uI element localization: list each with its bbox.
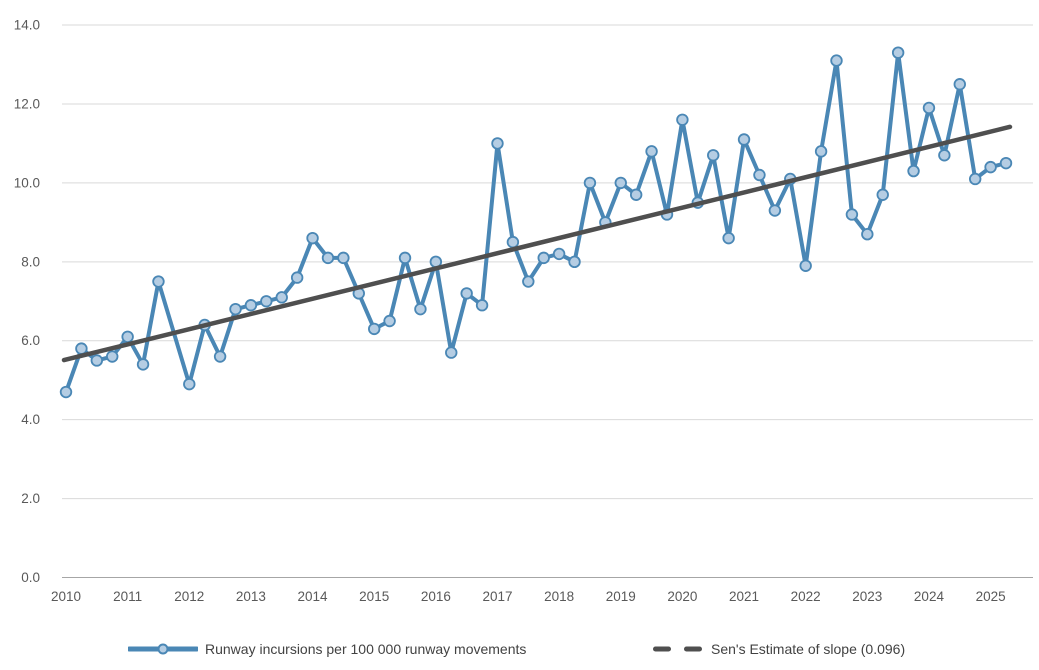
data-point-marker bbox=[152, 275, 165, 288]
data-point-marker bbox=[861, 227, 874, 241]
dashed-line-swatch-icon bbox=[653, 646, 702, 652]
data-point-marker bbox=[106, 350, 119, 363]
data-point-marker bbox=[938, 149, 951, 162]
data-point-marker bbox=[445, 346, 458, 359]
data-point-marker bbox=[814, 145, 828, 158]
data-point-marker bbox=[306, 231, 319, 245]
x-axis-tick-label: 2010 bbox=[51, 589, 81, 604]
data-point-marker bbox=[552, 247, 566, 261]
line-marker-swatch-icon bbox=[128, 643, 198, 655]
data-point-marker bbox=[845, 208, 859, 221]
x-axis-tick-label: 2021 bbox=[729, 589, 759, 604]
data-point-marker bbox=[398, 251, 412, 265]
x-axis-tick-label: 2016 bbox=[421, 589, 451, 604]
data-point-marker bbox=[275, 291, 288, 304]
data-point-marker bbox=[260, 295, 273, 308]
legend-label-runway-incursions: Runway incursions per 100 000 runway mov… bbox=[205, 641, 527, 657]
data-point-marker bbox=[121, 330, 134, 343]
data-point-marker bbox=[907, 164, 920, 178]
data-point-marker bbox=[491, 137, 504, 150]
y-axis-tick-label: 6.0 bbox=[21, 333, 40, 348]
x-axis-tick-label: 2011 bbox=[113, 589, 142, 604]
x-axis-tick-label: 2022 bbox=[791, 589, 821, 604]
legend-label-sens-estimate: Sen's Estimate of slope (0.096) bbox=[711, 641, 906, 657]
data-point-marker bbox=[460, 287, 473, 300]
x-axis-tick-label: 2019 bbox=[606, 589, 636, 604]
x-axis-tick-label: 2025 bbox=[976, 589, 1006, 604]
data-point-marker bbox=[891, 46, 905, 59]
data-point-marker bbox=[136, 358, 150, 371]
data-point-marker bbox=[753, 168, 766, 182]
data-point-marker bbox=[383, 314, 396, 328]
trend-line bbox=[61, 124, 1013, 363]
data-point-marker bbox=[568, 255, 581, 269]
data-point-marker bbox=[830, 54, 843, 67]
x-axis-tick-label: 2013 bbox=[236, 589, 266, 604]
data-point-marker bbox=[737, 133, 751, 146]
y-axis-tick-label: 12.0 bbox=[14, 96, 40, 111]
data-point-marker bbox=[799, 259, 812, 272]
data-point-marker bbox=[968, 172, 982, 186]
data-point-marker bbox=[722, 231, 735, 245]
y-axis-tick-label: 8.0 bbox=[21, 254, 40, 269]
y-axis-tick-label: 0.0 bbox=[21, 570, 40, 585]
data-point-marker bbox=[321, 251, 335, 265]
data-point-marker bbox=[506, 235, 520, 249]
data-point-marker bbox=[183, 377, 196, 391]
data-point-marker bbox=[537, 251, 550, 265]
data-point-marker bbox=[984, 160, 997, 174]
x-axis-tick-label: 2020 bbox=[667, 589, 697, 604]
x-axis-tick-label: 2018 bbox=[544, 589, 574, 604]
data-point-marker bbox=[614, 176, 627, 190]
legend-item-sens-estimate: Sen's Estimate of slope (0.096) bbox=[652, 636, 905, 662]
x-axis-tick-label: 2023 bbox=[852, 589, 882, 604]
data-point-marker bbox=[59, 385, 73, 399]
data-point-marker bbox=[522, 275, 535, 288]
y-axis-tick-label: 4.0 bbox=[21, 412, 40, 427]
y-axis-tick-label: 10.0 bbox=[14, 175, 40, 190]
data-point-marker bbox=[90, 354, 104, 367]
data-point-marker bbox=[75, 342, 88, 355]
x-axis-tick-label: 2024 bbox=[914, 589, 945, 604]
data-point-marker bbox=[475, 299, 489, 312]
data-point-marker bbox=[213, 350, 227, 363]
data-point-marker bbox=[290, 271, 304, 284]
line-chart-svg: 0.0 2.0 4.0 6.0 8.0 10.0 12.0 14.0 2010 2011 2012 2… bbox=[14, 18, 1033, 604]
data-point-marker bbox=[244, 299, 258, 312]
y-axis-tick-label: 14.0 bbox=[14, 18, 40, 33]
data-point-marker bbox=[229, 302, 242, 316]
data-point-marker bbox=[922, 101, 936, 115]
data-point-marker bbox=[414, 302, 427, 316]
data-point-marker bbox=[876, 188, 889, 201]
x-axis-tick-label: 2012 bbox=[174, 589, 204, 604]
data-point-marker bbox=[629, 188, 643, 201]
x-axis-tick-label: 2017 bbox=[482, 589, 512, 604]
legend-item-runway-incursions: Runway incursions per 100 000 runway mov… bbox=[128, 636, 526, 662]
x-axis-tick-label: 2014 bbox=[298, 589, 329, 604]
data-point-marker bbox=[953, 78, 966, 91]
data-point-marker bbox=[676, 113, 689, 126]
data-point-marker bbox=[707, 149, 720, 162]
data-point-marker bbox=[583, 176, 597, 190]
data-point-marker bbox=[768, 204, 782, 217]
data-point-marker bbox=[368, 322, 381, 336]
legend: Runway incursions per 100 000 runway mov… bbox=[0, 636, 1039, 666]
data-point-marker bbox=[999, 156, 1013, 170]
data-point-marker bbox=[645, 145, 658, 158]
data-point-marker bbox=[337, 251, 350, 265]
y-axis-tick-label: 2.0 bbox=[21, 491, 40, 506]
x-axis-tick-label: 2015 bbox=[359, 589, 389, 604]
